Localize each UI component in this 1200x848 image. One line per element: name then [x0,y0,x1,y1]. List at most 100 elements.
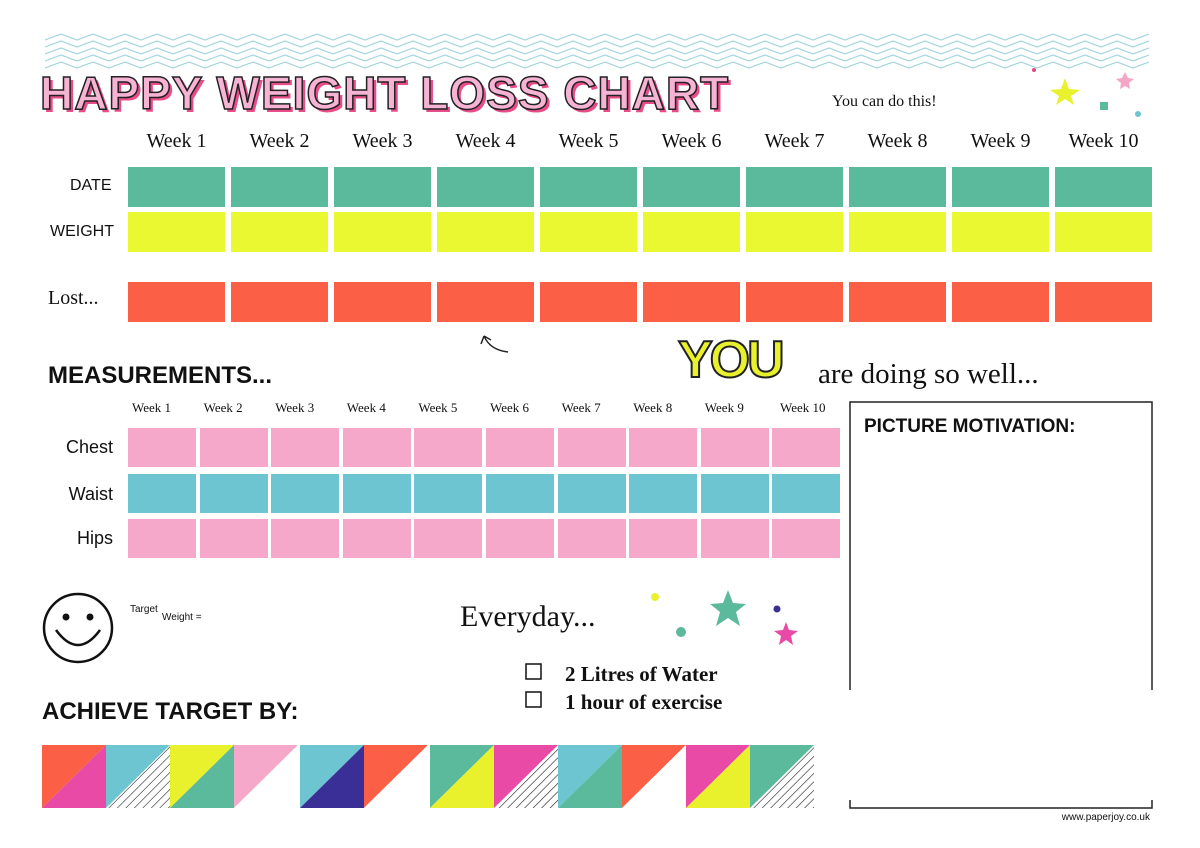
entry-cell [557,519,626,558]
entry-cell [128,212,225,252]
week-label: Week 2 [249,130,310,152]
everyday-title: Everyday... [460,600,596,633]
week-label: Week 2 [203,400,243,415]
entry-cell [849,282,946,322]
week-label: Week 10 [1068,130,1139,152]
encouragement-text: are doing so well... [818,358,1039,390]
entry-cell [772,474,841,513]
entry-cell [334,167,431,207]
week-label: Week 4 [346,400,386,415]
entry-cell [271,519,340,558]
measurements-title: MEASUREMENTS... [48,362,273,389]
entry-cell [629,474,698,513]
entry-cell [199,474,268,513]
entry-cell [540,212,637,252]
entry-cell [1055,212,1152,252]
entry-cell [746,212,843,252]
row-label: DATE [70,177,112,194]
entry-cell [334,212,431,252]
entry-cell [486,519,554,558]
entry-cell [700,428,769,467]
week-label: Week 7 [561,400,601,415]
week-label: Week 5 [418,400,458,415]
week-label: Week 6 [661,130,722,152]
entry-cell [486,428,554,467]
entry-cell [557,428,626,467]
everyday-item: 2 Litres of Water [565,662,718,686]
week-label: Week 9 [704,400,744,415]
entry-cell [231,167,328,207]
row-label: WEIGHT [50,223,114,240]
entry-cell [342,474,411,513]
entry-cell [128,428,196,467]
footer-url: www.paperjoy.co.uk [1061,812,1150,823]
entry-cell [629,428,698,467]
entry-cell [414,474,483,513]
entry-cell [629,519,698,558]
row-label: Lost... [48,287,99,309]
row-label: Waist [68,484,113,504]
entry-cell [334,282,431,322]
entry-cell [342,519,411,558]
week-label: Week 1 [132,400,172,415]
entry-cell [746,282,843,322]
entry-cell [199,519,268,558]
tagline: You can do this! [832,93,937,110]
everyday-item: 1 hour of exercise [565,690,723,714]
title: HAPPY WEIGHT LOSS CHART [39,66,730,120]
row-label: Chest [65,437,113,457]
achieve-title: ACHIEVE TARGET BY: [42,698,299,725]
entry-cell [700,474,769,513]
target-sub: Weight = [162,612,202,623]
entry-cell [849,212,946,252]
entry-cell [128,282,225,322]
entry-cell [557,474,626,513]
week-label: Week 3 [275,400,315,415]
week-label: Week 3 [352,130,413,152]
entry-cell [849,167,946,207]
entry-cell [952,167,1049,207]
entry-cell [437,282,534,322]
week-label: Week 7 [764,130,825,152]
entry-cell [437,167,534,207]
entry-cell [952,282,1049,322]
entry-cell [700,519,769,558]
entry-cell [128,519,196,558]
entry-cell [486,474,554,513]
week-label: Week 8 [867,130,928,152]
entry-cell [772,428,841,467]
entry-cell [199,428,268,467]
week-label: Week 9 [970,130,1031,152]
entry-cell [772,519,841,558]
entry-cell [414,519,483,558]
entry-cell [746,167,843,207]
entry-cell [231,282,328,322]
entry-cell [414,428,483,467]
entry-cell [231,212,328,252]
entry-cell [540,282,637,322]
entry-cell [342,428,411,467]
week-label: Week 4 [455,130,516,152]
you-highlight: YOU [677,330,786,390]
picture-title: PICTURE MOTIVATION: [864,416,1076,437]
entry-cell [952,212,1049,252]
row-label: Hips [76,528,113,548]
week-label: Week 5 [558,130,619,152]
week-label: Week 8 [633,400,673,415]
entry-cell [128,474,196,513]
entry-cell [540,167,637,207]
entry-cell [271,474,340,513]
entry-cell [643,167,740,207]
week-label: Week 10 [780,400,826,415]
week-label: Week 6 [490,400,530,415]
target-sup: Target [130,604,158,615]
entry-cell [271,428,340,467]
entry-cell [1055,282,1152,322]
entry-cell [643,282,740,322]
entry-cell [643,212,740,252]
entry-cell [128,167,225,207]
entry-cell [437,212,534,252]
entry-cell [1055,167,1152,207]
